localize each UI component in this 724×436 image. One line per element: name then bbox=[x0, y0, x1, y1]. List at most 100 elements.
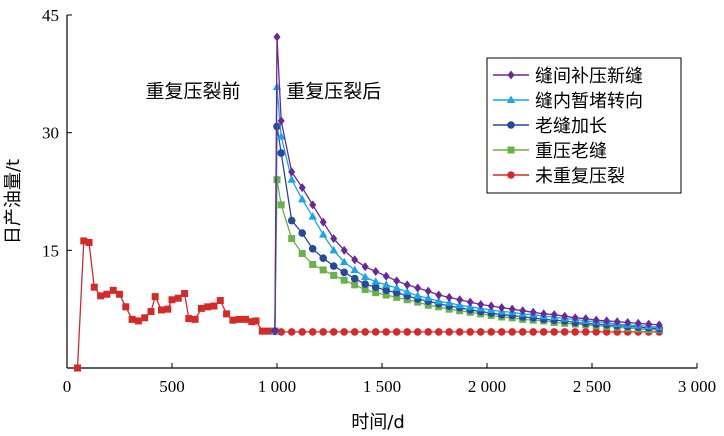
data-point bbox=[613, 317, 621, 327]
data-point bbox=[392, 283, 401, 291]
data-point bbox=[634, 318, 642, 328]
data-point bbox=[277, 328, 286, 336]
data-point bbox=[329, 328, 338, 336]
data-point bbox=[403, 287, 412, 295]
data-point bbox=[361, 280, 370, 288]
data-point bbox=[252, 317, 260, 325]
data-point bbox=[382, 286, 391, 295]
x-tick-label: 3 000 bbox=[678, 377, 716, 396]
data-point bbox=[445, 328, 454, 336]
legend-marker bbox=[507, 70, 515, 80]
y-axis-title: 日产油量/t bbox=[3, 159, 24, 244]
data-point bbox=[445, 292, 453, 302]
data-point bbox=[330, 234, 338, 244]
data-point bbox=[382, 271, 390, 281]
data-point bbox=[265, 327, 273, 335]
data-point bbox=[210, 302, 218, 310]
legend-label: 缝间补压新缝 bbox=[535, 66, 643, 87]
annotation-1: 重复压裂前 bbox=[145, 80, 240, 102]
data-point bbox=[340, 245, 348, 255]
data-point bbox=[287, 328, 296, 336]
data-point bbox=[561, 311, 569, 321]
legend-marker bbox=[507, 121, 515, 129]
data-point bbox=[424, 328, 433, 336]
data-point bbox=[168, 296, 176, 304]
data-point bbox=[487, 301, 495, 311]
data-point bbox=[550, 328, 558, 336]
data-point bbox=[582, 314, 590, 324]
data-point bbox=[592, 315, 600, 325]
data-point bbox=[277, 132, 286, 140]
data-point bbox=[277, 201, 285, 209]
data-point bbox=[592, 328, 600, 336]
x-axis-title: 时间/d bbox=[351, 412, 405, 433]
data-point bbox=[164, 305, 172, 313]
data-point bbox=[90, 283, 98, 291]
data-point bbox=[298, 229, 307, 237]
data-point bbox=[371, 328, 380, 336]
y-tick-label: 45 bbox=[42, 6, 59, 25]
annotation-2: 重复压裂后 bbox=[286, 80, 381, 102]
legend-item: 缝内暂堵转向 bbox=[493, 91, 643, 112]
data-point bbox=[403, 296, 411, 304]
data-point bbox=[550, 310, 558, 320]
data-point bbox=[519, 306, 527, 316]
data-point bbox=[298, 249, 306, 257]
data-point bbox=[319, 254, 328, 262]
data-point bbox=[277, 149, 286, 157]
data-point bbox=[288, 167, 296, 177]
data-point bbox=[371, 283, 380, 292]
data-point bbox=[340, 328, 349, 336]
data-point bbox=[128, 315, 136, 323]
data-point bbox=[487, 328, 496, 336]
data-point bbox=[424, 301, 432, 309]
data-point bbox=[85, 238, 93, 246]
data-point bbox=[382, 328, 391, 336]
data-point bbox=[435, 290, 443, 300]
y-tick-label: 15 bbox=[42, 241, 59, 260]
legend-marker bbox=[507, 171, 515, 179]
data-point bbox=[298, 328, 307, 336]
legend-label: 未重复压裂 bbox=[535, 166, 625, 187]
data-point bbox=[158, 306, 165, 314]
data-point bbox=[351, 281, 359, 289]
data-point bbox=[340, 276, 348, 284]
data-point bbox=[361, 262, 369, 272]
data-point bbox=[434, 296, 443, 305]
data-point bbox=[655, 320, 663, 330]
data-point bbox=[581, 328, 590, 336]
data-point bbox=[497, 328, 506, 336]
data-point bbox=[298, 194, 307, 203]
data-point bbox=[372, 267, 380, 277]
data-point bbox=[361, 328, 370, 336]
series-line bbox=[76, 240, 275, 369]
series-layer bbox=[74, 32, 664, 372]
data-point bbox=[308, 244, 317, 253]
data-point bbox=[413, 291, 422, 299]
data-point bbox=[319, 266, 327, 274]
data-point bbox=[74, 364, 81, 372]
data-point bbox=[371, 277, 380, 285]
data-point bbox=[134, 317, 142, 325]
x-tick-label: 0 bbox=[63, 377, 72, 396]
data-point bbox=[229, 316, 237, 324]
data-point bbox=[350, 328, 359, 336]
data-point bbox=[382, 291, 390, 299]
data-point bbox=[455, 328, 464, 336]
legend-label: 缝内暂堵转向 bbox=[535, 91, 643, 112]
series-6 bbox=[74, 237, 279, 372]
data-point bbox=[466, 297, 474, 307]
data-point bbox=[476, 328, 485, 336]
data-point bbox=[271, 326, 279, 336]
data-point bbox=[424, 286, 432, 296]
data-point bbox=[529, 307, 537, 317]
data-point bbox=[602, 328, 611, 336]
data-point bbox=[645, 319, 653, 329]
data-point bbox=[109, 286, 117, 294]
data-point bbox=[185, 315, 193, 323]
data-point bbox=[403, 328, 412, 336]
data-point bbox=[518, 328, 527, 336]
data-point bbox=[191, 315, 199, 323]
x-tick-label: 2 000 bbox=[468, 377, 506, 396]
